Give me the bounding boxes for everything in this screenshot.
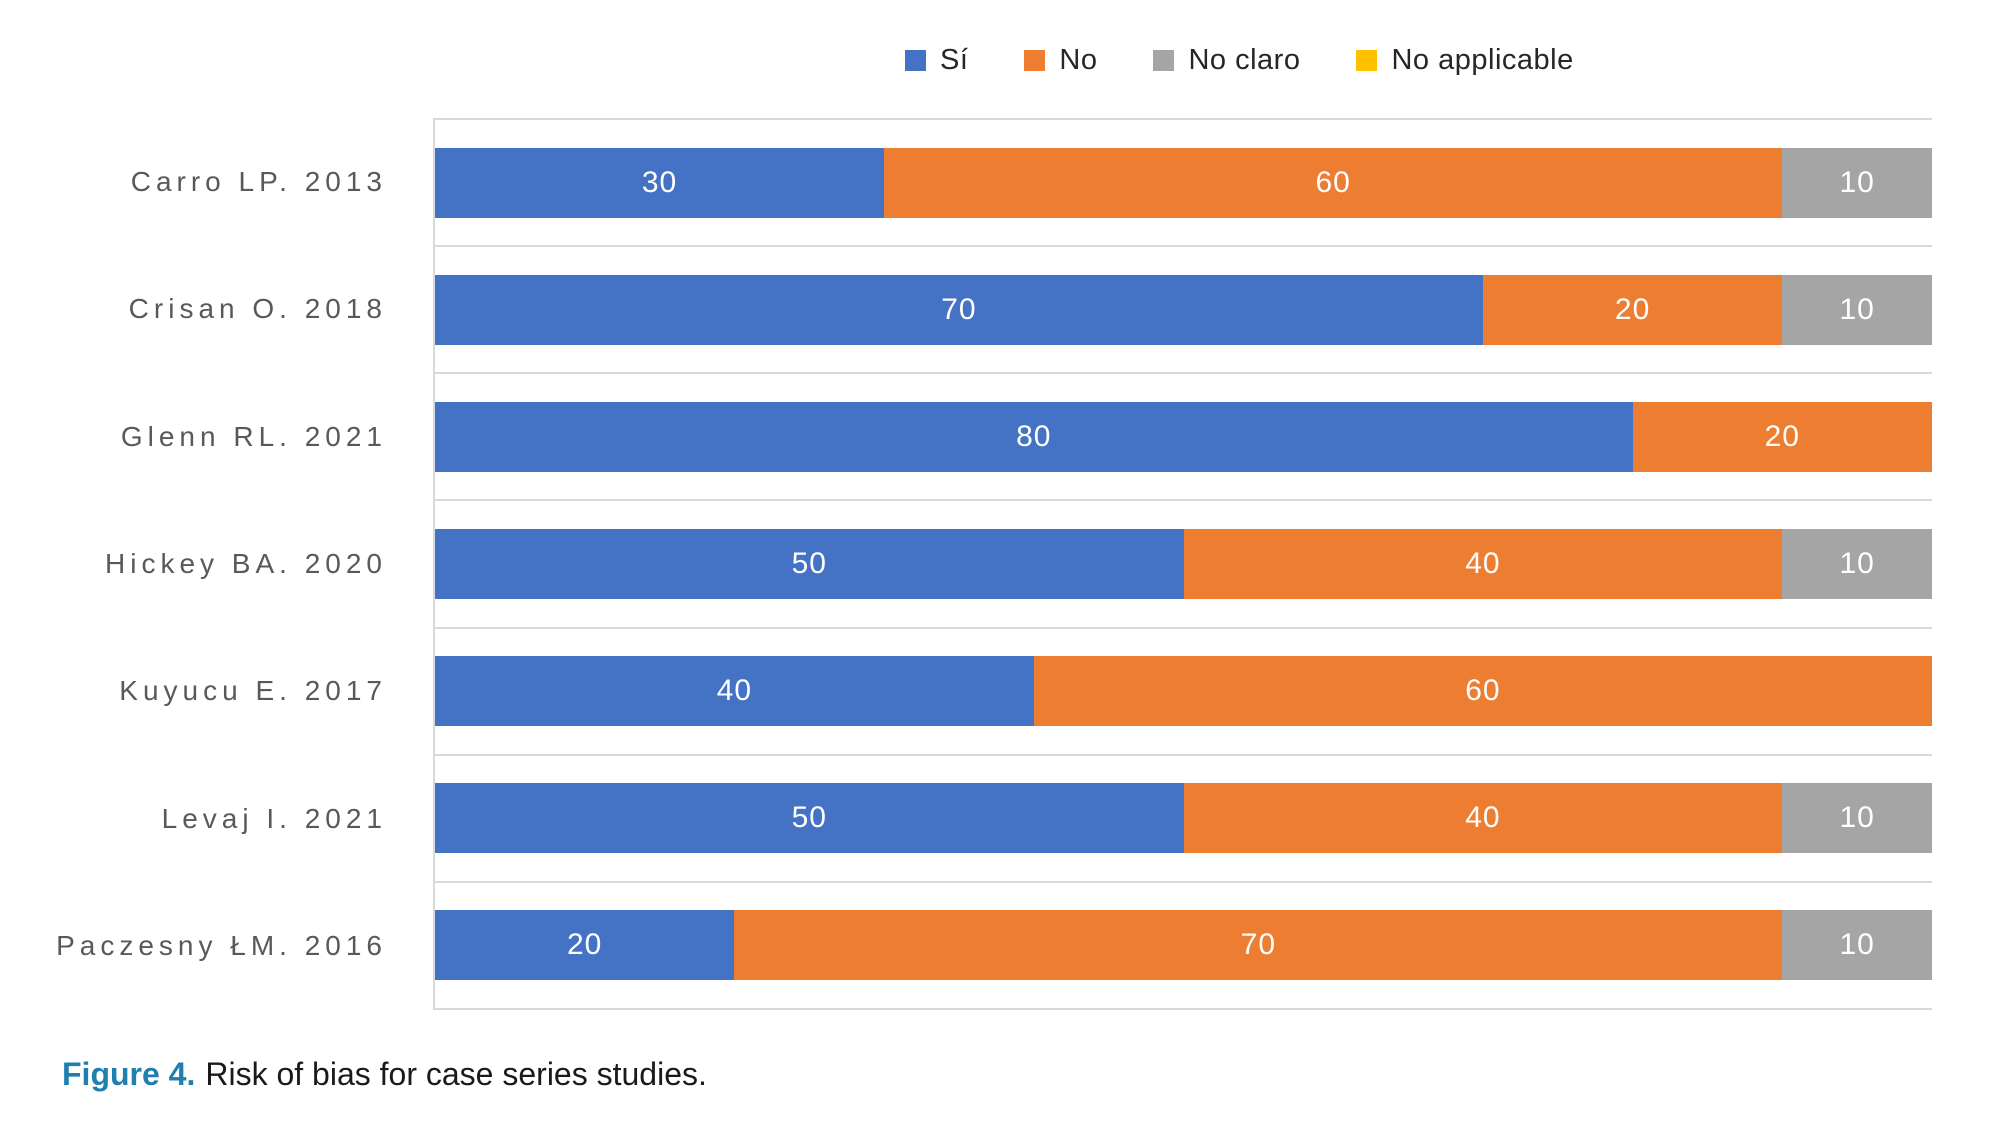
bar-segment-sí: 70 <box>435 274 1483 345</box>
category-cell: Kuyucu E. 2017 <box>0 628 413 755</box>
bar-row: 80 20 <box>435 401 1932 472</box>
legend-swatch-icon <box>1153 50 1175 71</box>
bar-value-label: 60 <box>1315 165 1351 199</box>
bar-row: 70 20 10 <box>435 274 1932 345</box>
category-label: Hickey BA. 2020 <box>105 547 387 579</box>
category-cell: Levaj I. 2021 <box>0 755 413 882</box>
chart-band: 50 40 10 <box>435 756 1932 883</box>
caption-text: Risk of bias for case series studies. <box>205 1056 707 1092</box>
bar-row: 30 60 10 <box>435 147 1932 218</box>
legend-swatch-icon <box>905 50 926 71</box>
bar-value-label: 80 <box>1016 419 1052 453</box>
bar-row: 20 70 10 <box>435 910 1932 981</box>
figure-caption: Figure 4. Risk of bias for case series st… <box>62 1056 707 1093</box>
bar-segment-sí: 80 <box>435 401 1633 472</box>
legend-swatch-icon <box>1356 50 1378 71</box>
bar-segment-sí: 50 <box>435 528 1184 599</box>
legend-label: No claro <box>1188 44 1301 76</box>
legend-item: No claro <box>1153 44 1300 77</box>
bar-value-label: 70 <box>1240 928 1277 962</box>
legend-item: No applicable <box>1356 44 1573 77</box>
category-label: Glenn RL. 2021 <box>120 420 387 452</box>
category-axis: Carro LP. 2013 Crisan O. 2018 Glenn RL. 20… <box>0 118 413 1010</box>
bar-row: 50 40 10 <box>435 783 1932 854</box>
figure-label: Figure 4. <box>62 1056 196 1092</box>
bar-segment-sí: 40 <box>435 656 1034 727</box>
bar-segment-no: 40 <box>1183 528 1783 599</box>
bar-segment-no: 60 <box>1033 656 1932 727</box>
bar-segment-no: 20 <box>1482 274 1783 345</box>
category-cell: Carro LP. 2013 <box>0 118 413 245</box>
bar-value-label: 60 <box>1465 674 1501 708</box>
legend-label: No <box>1059 44 1098 76</box>
category-label: Crisan O. 2018 <box>128 293 387 325</box>
legend-item: Sí <box>905 44 968 77</box>
legend-label: No applicable <box>1391 44 1574 76</box>
bar-row: 50 40 10 <box>435 528 1932 599</box>
bar-value-label: 20 <box>567 928 603 962</box>
bar-segment-sí: 50 <box>435 783 1184 854</box>
category-label: Kuyucu E. 2017 <box>119 675 387 707</box>
chart-band: 40 60 <box>435 629 1932 756</box>
category-label: Levaj I. 2021 <box>161 802 387 834</box>
bar-value-label: 10 <box>1839 928 1875 962</box>
category-cell: Paczesny ŁM. 2016 <box>0 883 413 1010</box>
bar-segment-no-claro: 10 <box>1782 528 1932 599</box>
bar-value-label: 50 <box>791 546 827 580</box>
bar-value-label: 10 <box>1839 165 1875 199</box>
category-cell: Glenn RL. 2021 <box>0 373 413 500</box>
bar-value-label: 70 <box>941 292 977 326</box>
bar-segment-no-claro: 10 <box>1782 274 1932 345</box>
chart-band: 80 20 <box>435 374 1932 502</box>
bar-segment-sí: 30 <box>435 147 885 218</box>
chart-band: 30 60 10 <box>435 120 1932 248</box>
bar-value-label: 30 <box>641 165 678 199</box>
bar-value-label: 40 <box>716 674 753 708</box>
bar-segment-no: 20 <box>1632 401 1932 472</box>
bar-segment-no-claro: 10 <box>1782 147 1932 218</box>
bar-row: 40 60 <box>435 656 1932 727</box>
category-label: Carro LP. 2013 <box>130 165 387 197</box>
legend-label: Sí <box>940 44 969 76</box>
category-cell: Crisan O. 2018 <box>0 245 413 372</box>
bar-segment-no: 40 <box>1183 783 1783 854</box>
bar-value-label: 20 <box>1614 292 1651 326</box>
bar-value-label: 10 <box>1839 292 1875 326</box>
bar-value-label: 40 <box>1465 801 1501 835</box>
bar-value-label: 40 <box>1465 546 1501 580</box>
bar-segment-no-claro: 10 <box>1782 783 1932 854</box>
bar-segment-no: 60 <box>884 147 1783 218</box>
bar-value-label: 50 <box>791 801 827 835</box>
chart-legend: Sí No No claro No applicable <box>905 44 1574 77</box>
category-cell: Hickey BA. 2020 <box>0 500 413 627</box>
plot-area: 30 60 10 70 20 10 80 20 50 40 10 40 60 50 40 10 20 70 10 <box>433 118 1932 1010</box>
bar-segment-sí: 20 <box>435 910 735 981</box>
legend-item: No <box>1024 44 1097 77</box>
bar-segment-no-claro: 10 <box>1782 910 1932 981</box>
legend-swatch-icon <box>1024 50 1046 71</box>
bar-value-label: 10 <box>1839 801 1875 835</box>
chart-band: 70 20 10 <box>435 247 1932 375</box>
chart-band: 20 70 10 <box>435 883 1932 1008</box>
chart-band: 50 40 10 <box>435 501 1932 629</box>
category-label: Paczesny ŁM. 2016 <box>56 930 387 962</box>
bar-value-label: 20 <box>1764 419 1800 453</box>
bar-segment-no: 70 <box>734 910 1783 981</box>
bar-value-label: 10 <box>1839 546 1875 580</box>
